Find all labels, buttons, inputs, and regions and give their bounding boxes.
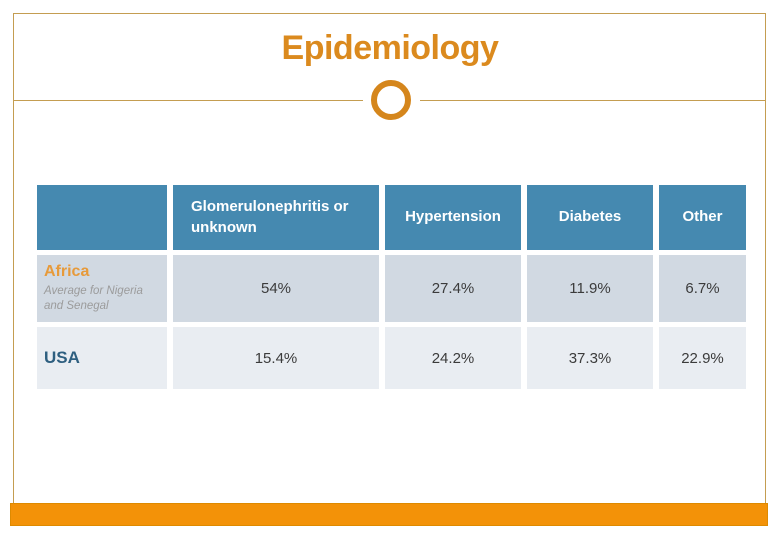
africa-other-value: 6.7% bbox=[659, 255, 746, 322]
title-divider-right bbox=[420, 100, 766, 101]
africa-sublabel: Average for Nigeria and Senegal bbox=[44, 284, 143, 312]
column-header-diabetes: Diabetes bbox=[527, 185, 653, 250]
africa-hypertension-value: 27.4% bbox=[385, 255, 521, 322]
slide-footer-bar bbox=[10, 503, 768, 526]
usa-diabetes-value: 37.3% bbox=[527, 327, 653, 389]
africa-glomerulonephritis-value: 54% bbox=[173, 255, 379, 322]
usa-other-value: 22.9% bbox=[659, 327, 746, 389]
title-divider-left bbox=[14, 100, 363, 101]
column-header-glomerulonephritis: Glomerulonephritis or unknown bbox=[173, 185, 379, 250]
africa-diabetes-value: 11.9% bbox=[527, 255, 653, 322]
row-header-africa: Africa Average for Nigeria and Senegal bbox=[37, 255, 167, 322]
epidemiology-table: Glomerulonephritis or unknown Hypertensi… bbox=[37, 185, 746, 389]
usa-hypertension-value: 24.2% bbox=[385, 327, 521, 389]
usa-glomerulonephritis-value: 15.4% bbox=[173, 327, 379, 389]
column-header-hypertension: Hypertension bbox=[385, 185, 521, 250]
row-header-usa: USA bbox=[37, 327, 167, 389]
africa-label: Africa bbox=[44, 263, 90, 281]
slide-title: Epidemiology bbox=[281, 29, 499, 67]
title-ornament-circle-icon bbox=[371, 80, 411, 120]
column-header-other: Other bbox=[659, 185, 746, 250]
table-corner-cell bbox=[37, 185, 167, 250]
usa-label: USA bbox=[44, 348, 80, 368]
